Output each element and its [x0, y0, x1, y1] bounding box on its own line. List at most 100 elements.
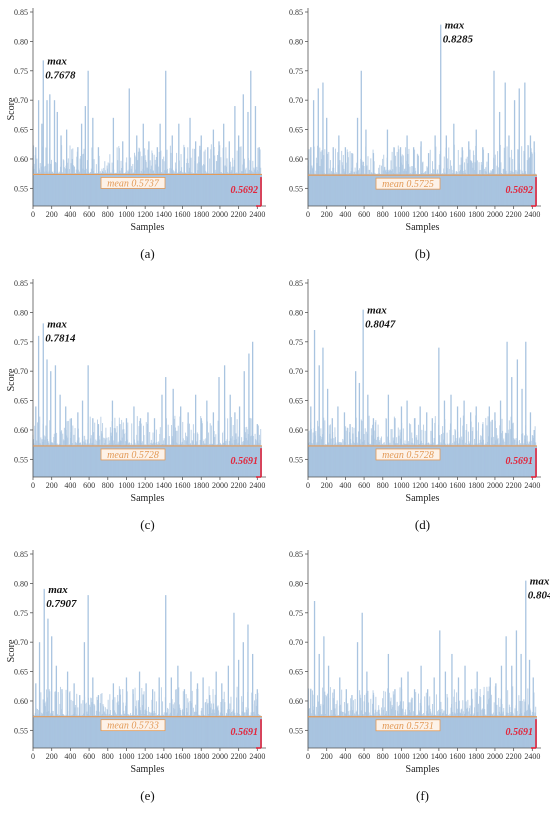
y-tick-label: 0.75 — [289, 67, 303, 76]
max-value-label: 0.7678 — [45, 69, 76, 81]
x-axis-label: Samples — [131, 222, 165, 233]
x-axis-label: Samples — [406, 222, 440, 233]
x-tick-label: 400 — [339, 752, 351, 761]
mean-label-box — [100, 448, 166, 461]
x-tick-label: 2400 — [524, 481, 540, 490]
panel-label: (b) — [415, 246, 430, 261]
y-tick-label: 0.55 — [289, 184, 303, 193]
max-label: max — [445, 20, 465, 32]
x-tick-label: 200 — [46, 752, 58, 761]
x-axis-label: Samples — [406, 493, 440, 504]
y-tick-label: 0.85 — [14, 8, 28, 17]
x-tick-label: 400 — [64, 752, 76, 761]
x-tick-label: 0 — [31, 481, 35, 490]
y-tick-label: 0.55 — [289, 726, 303, 735]
score-chart-c: 0.55 0.60 0.65 0.70 0.75 0.80 0.85 0 200 400 600 80… — [6, 279, 266, 532]
x-tick-label: 200 — [321, 481, 333, 490]
x-tick-label: 2200 — [506, 481, 522, 490]
x-tick-label: 2200 — [231, 752, 247, 761]
y-tick-label: 0.70 — [14, 96, 28, 105]
mean-label: mean 0.5737 — [107, 178, 160, 189]
y-tick-label: 0.80 — [289, 579, 303, 588]
x-tick-label: 2200 — [231, 481, 247, 490]
panel-label: (d) — [415, 517, 430, 532]
x-tick-label: 400 — [64, 481, 76, 490]
panel-label: (f) — [416, 788, 429, 803]
x-tick-label: 1800 — [468, 752, 484, 761]
y-tick-label: 0.75 — [14, 609, 28, 618]
x-tick-label: 1200 — [412, 481, 428, 490]
y-tick-label: 0.60 — [14, 426, 28, 435]
chart-panel-d: 0.55 0.60 0.65 0.70 0.75 0.80 0.85 0 200 400 600 80… — [275, 271, 550, 542]
mean-label-box — [375, 448, 441, 461]
y-axis-label: Score — [6, 639, 17, 662]
y-tick-label: 0.85 — [289, 279, 303, 288]
y-tick-label: 0.75 — [14, 67, 28, 76]
y-tick-label: 0.65 — [289, 668, 303, 677]
x-tick-label: 1800 — [193, 210, 209, 219]
x-tick-label: 2000 — [487, 210, 503, 219]
max-value-label: 0.7907 — [46, 598, 77, 610]
y-tick-label: 0.75 — [289, 609, 303, 618]
x-tick-label: 1800 — [193, 481, 209, 490]
y-tick-label: 0.60 — [289, 697, 303, 706]
mean-label: mean 0.5728 — [382, 450, 434, 461]
x-tick-label: 800 — [377, 210, 389, 219]
x-tick-label: 600 — [358, 210, 370, 219]
x-tick-label: 600 — [83, 481, 95, 490]
y-tick-label: 0.60 — [14, 697, 28, 706]
chart-panel-a: 0.55 0.60 0.65 0.70 0.75 0.80 0.85 0 200 400 600 80… — [0, 0, 275, 271]
y-tick-label: 0.55 — [289, 455, 303, 464]
y-tick-label: 0.65 — [14, 668, 28, 677]
x-tick-label: 1800 — [468, 481, 484, 490]
x-tick-label: 0 — [306, 481, 310, 490]
y-axis-label: Score — [6, 97, 17, 120]
y-tick-label: 0.85 — [14, 550, 28, 559]
x-tick-label: 1400 — [431, 752, 447, 761]
chart-panel-b: 0.55 0.60 0.65 0.70 0.75 0.80 0.85 0 200 400 600 80… — [275, 0, 550, 271]
y-axis-label: Score — [6, 368, 17, 391]
x-tick-label: 200 — [321, 210, 333, 219]
x-tick-label: 200 — [321, 752, 333, 761]
mean-label: mean 0.5728 — [107, 450, 159, 461]
x-tick-label: 2400 — [249, 210, 265, 219]
y-tick-label: 0.65 — [14, 126, 28, 135]
x-tick-label: 1200 — [412, 752, 428, 761]
x-tick-label: 1400 — [431, 210, 447, 219]
x-tick-label: 800 — [377, 752, 389, 761]
x-tick-label: 1600 — [175, 481, 191, 490]
y-tick-label: 0.55 — [14, 455, 28, 464]
x-tick-label: 400 — [64, 210, 76, 219]
y-tick-label: 0.75 — [14, 338, 28, 347]
y-tick-label: 0.85 — [289, 8, 303, 17]
mean-label: mean 0.5733 — [107, 721, 159, 732]
score-chart-b: 0.55 0.60 0.65 0.70 0.75 0.80 0.85 0 200 400 600 80… — [289, 8, 541, 261]
x-tick-label: 2000 — [487, 481, 503, 490]
x-tick-label: 1200 — [137, 210, 153, 219]
score-chart-d: 0.55 0.60 0.65 0.70 0.75 0.80 0.85 0 200 400 600 80… — [289, 279, 541, 532]
min-value-label: 0.5692 — [231, 185, 259, 196]
x-tick-label: 1800 — [468, 210, 484, 219]
score-chart-f: 0.55 0.60 0.65 0.70 0.75 0.80 0.85 0 200 400 600 80… — [289, 550, 550, 803]
x-tick-label: 600 — [83, 752, 95, 761]
x-tick-label: 200 — [46, 481, 58, 490]
panel-label: (a) — [140, 246, 154, 261]
y-tick-label: 0.55 — [14, 184, 28, 193]
x-tick-label: 1200 — [137, 481, 153, 490]
x-tick-label: 1600 — [450, 210, 466, 219]
y-tick-label: 0.85 — [14, 279, 28, 288]
y-tick-label: 0.70 — [14, 367, 28, 376]
mean-label-box — [100, 719, 166, 732]
x-tick-label: 1000 — [393, 481, 409, 490]
x-tick-label: 1400 — [431, 481, 447, 490]
max-label: max — [367, 305, 387, 317]
mean-label: mean 0.5725 — [382, 179, 434, 190]
max-value-label: 0.8047 — [365, 319, 396, 331]
y-tick-label: 0.80 — [14, 37, 28, 46]
x-tick-label: 2400 — [524, 752, 540, 761]
mean-label-box — [375, 177, 441, 190]
y-tick-label: 0.65 — [14, 397, 28, 406]
x-tick-label: 1200 — [137, 752, 153, 761]
y-tick-label: 0.55 — [14, 726, 28, 735]
x-tick-label: 1600 — [175, 752, 191, 761]
